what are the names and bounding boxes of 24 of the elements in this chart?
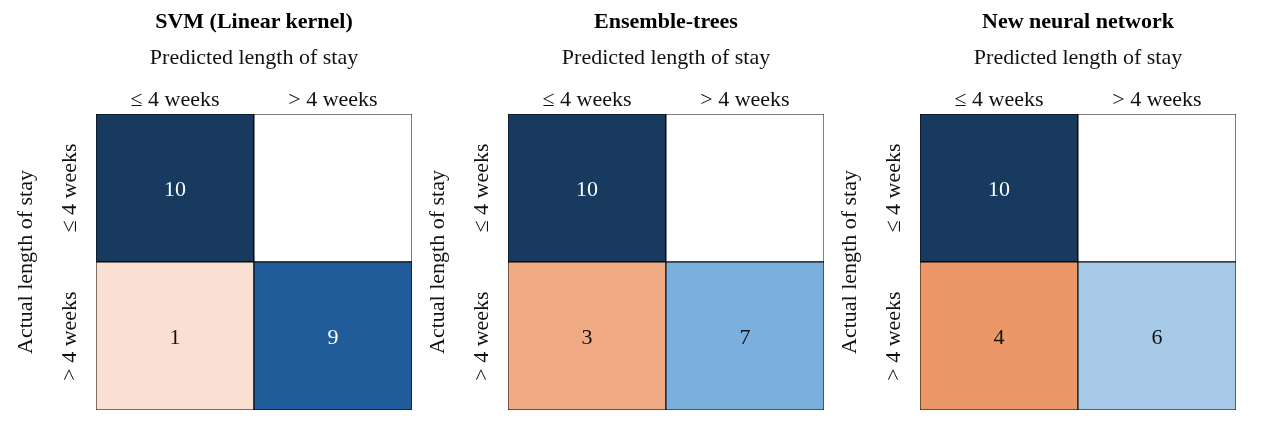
x-tick-label: > 4 weeks — [700, 86, 790, 111]
y-axis-title: Actual length of stay — [423, 170, 449, 354]
data-label: 10 — [576, 175, 598, 201]
x-tick-label: ≤ 4 weeks — [954, 86, 1044, 111]
x-tick-label: ≤ 4 weeks — [542, 86, 632, 111]
data-label: 10 — [988, 175, 1010, 201]
data-label: 7 — [739, 323, 751, 349]
y-axis-title: Actual length of stay — [11, 170, 37, 354]
data-label: 10 — [164, 175, 186, 201]
data-label: 1 — [169, 323, 181, 349]
chart-title: New neural network — [981, 8, 1175, 35]
x-axis-title: Predicted length of stay — [561, 43, 771, 69]
y-axis-title: Actual length of stay — [835, 170, 861, 354]
chart-title: SVM (Linear kernel) — [154, 8, 354, 35]
data-label: 3 — [581, 323, 593, 349]
x-axis-title: Predicted length of stay — [149, 43, 359, 69]
data-label: 9 — [327, 323, 339, 349]
chart-title: Ensemble-trees — [593, 8, 739, 35]
x-axis-title: Predicted length of stay — [973, 43, 1183, 69]
x-tick-label: > 4 weeks — [288, 86, 378, 111]
data-label: 4 — [993, 323, 1005, 349]
x-tick-label: > 4 weeks — [1112, 86, 1202, 111]
data-label: 6 — [1151, 323, 1163, 349]
x-tick-label: ≤ 4 weeks — [130, 86, 220, 111]
